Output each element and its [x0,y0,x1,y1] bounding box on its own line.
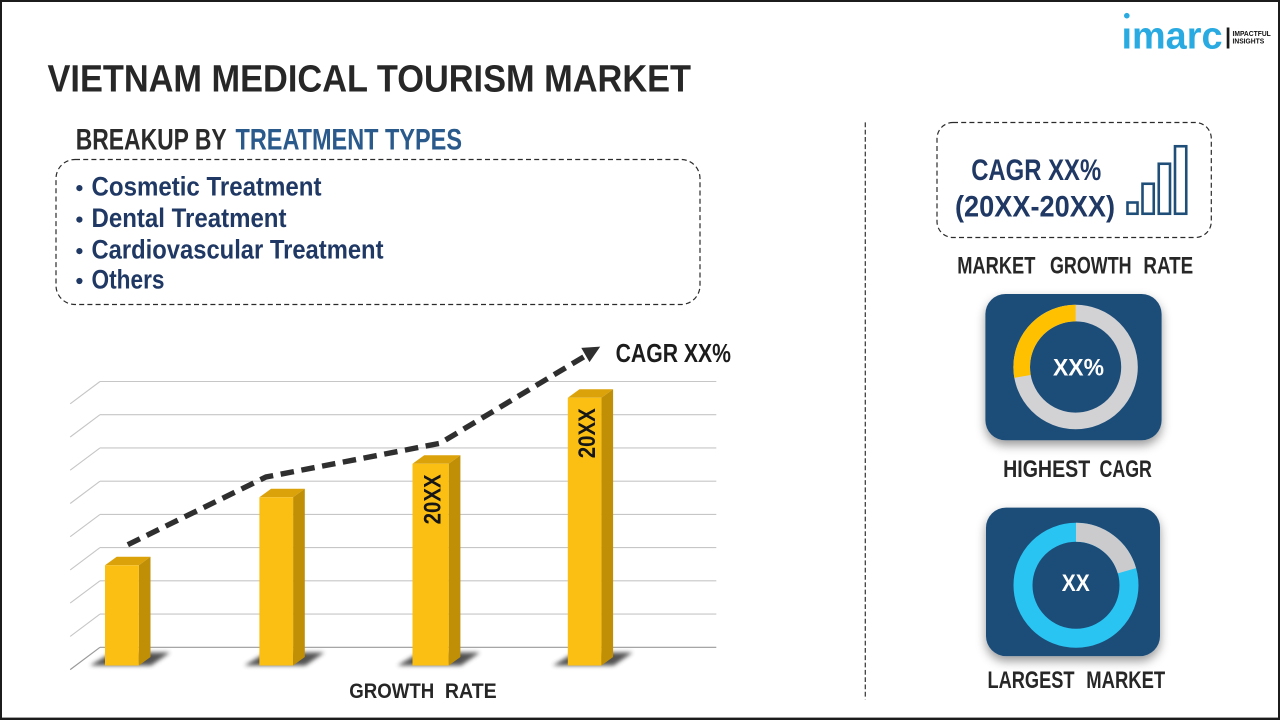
svg-text:RATE: RATE [445,679,497,703]
svg-text:Cosmetic Treatment: Cosmetic Treatment [92,171,322,201]
svg-text:ımarc: ımarc [1122,15,1223,57]
svg-text:INSIGHTS: INSIGHTS [1233,36,1265,45]
svg-text:MARKET: MARKET [1086,667,1165,694]
svg-text:GROWTH: GROWTH [349,679,434,703]
svg-text:CAGR: CAGR [1100,456,1152,483]
svg-text:RATE: RATE [1143,253,1193,280]
svg-text:TREATMENT TYPES: TREATMENT TYPES [236,124,463,157]
svg-text:CAGR XX%: CAGR XX% [971,154,1101,187]
svg-text:Dental Treatment: Dental Treatment [92,203,287,233]
svg-text:Cardiovascular Treatment: Cardiovascular Treatment [92,234,384,264]
svg-text:HIGHEST: HIGHEST [1003,456,1090,483]
svg-text:20XX: 20XX [574,408,601,458]
svg-text:BREAKUP BY: BREAKUP BY [76,124,227,157]
svg-text:IMPACTFUL: IMPACTFUL [1233,29,1272,38]
svg-text:MARKET: MARKET [957,253,1035,280]
svg-text:XX: XX [1062,570,1090,597]
svg-text:VIETNAM MEDICAL TOURISM MARKET: VIETNAM MEDICAL TOURISM MARKET [48,58,692,100]
svg-text:LARGEST: LARGEST [988,667,1075,694]
svg-text:XX%: XX% [1053,355,1104,382]
svg-text:20XX: 20XX [419,474,446,524]
svg-text:CAGR XX%: CAGR XX% [616,338,731,368]
svg-text:(20XX-20XX): (20XX-20XX) [955,191,1115,224]
svg-text:GROWTH: GROWTH [1050,253,1132,280]
svg-text:Others: Others [92,264,165,294]
